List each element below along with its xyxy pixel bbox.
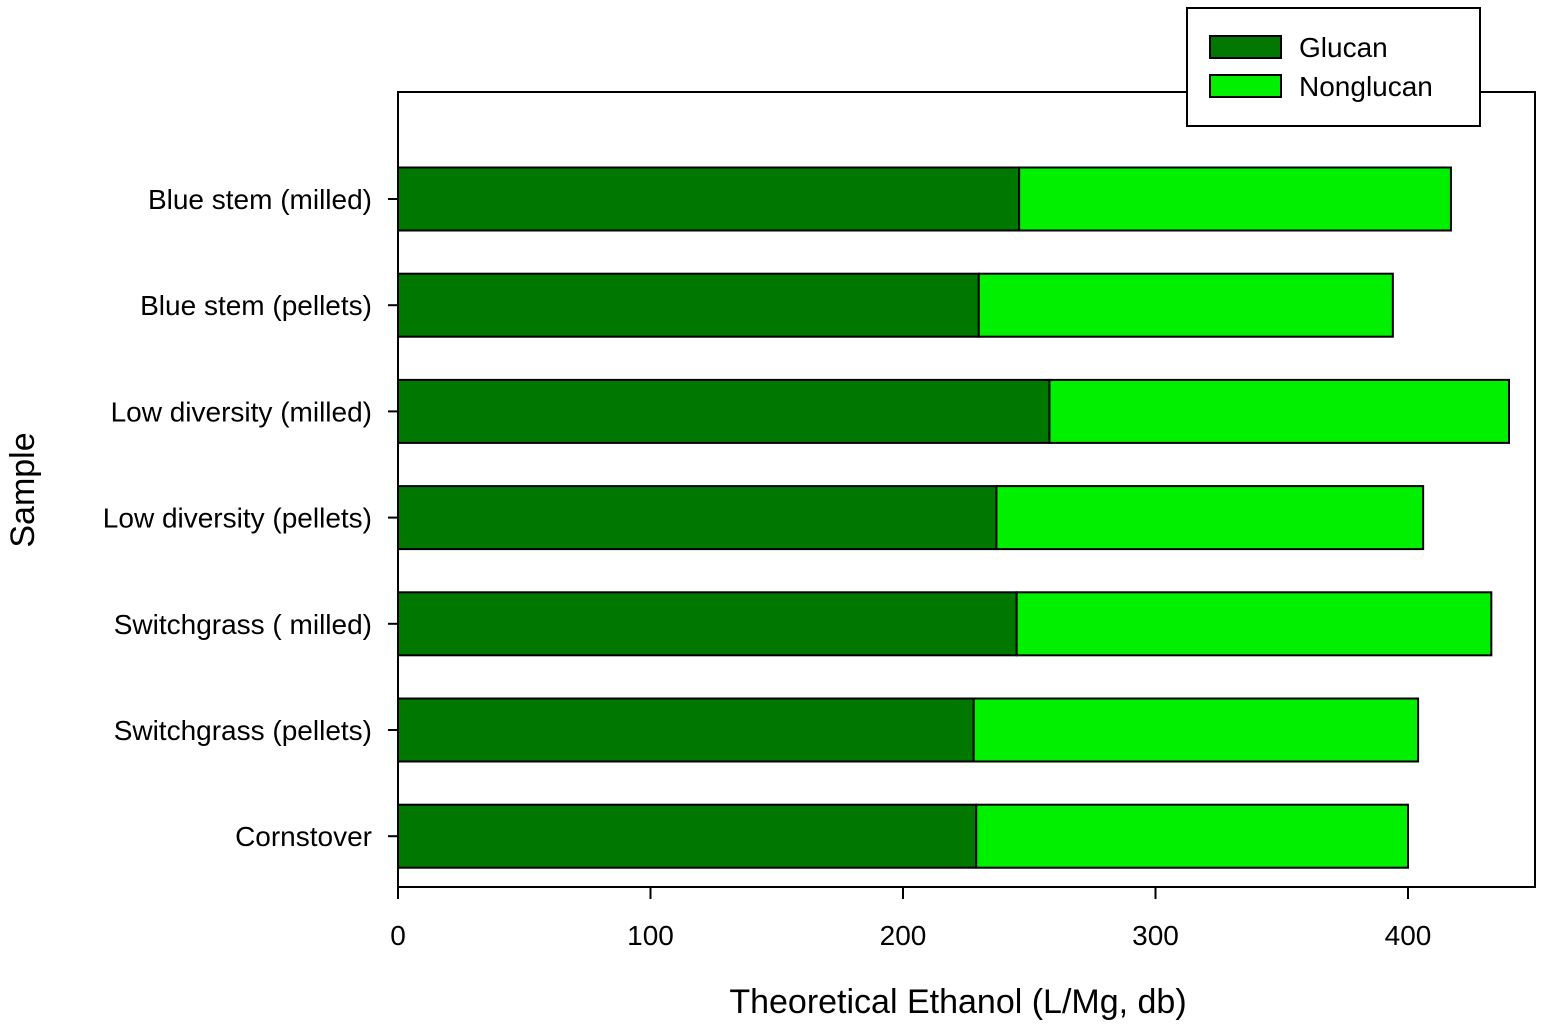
bar-glucan-7 (397, 803, 978, 869)
bar-nonglucan-6 (972, 697, 1420, 763)
bar-nonglucan-1 (1018, 166, 1452, 232)
x-axis-title: Theoretical Ethanol (L/Mg, db) (729, 983, 1186, 1021)
x-tick-label: 0 (390, 920, 406, 951)
x-tick-label: 300 (1132, 920, 1179, 951)
y-axis-title: Sample (4, 432, 42, 547)
legend-swatch-glucan (1209, 35, 1282, 59)
bar-nonglucan-7 (975, 803, 1409, 869)
bar-nonglucan-5 (1015, 591, 1493, 657)
y-tick-label: Cornstover (235, 821, 372, 852)
legend-swatch-nonglucan (1209, 74, 1282, 98)
x-tick-label: 400 (1385, 920, 1432, 951)
plot-frame (397, 91, 1536, 888)
bar-nonglucan-3 (1048, 378, 1510, 444)
y-tick-label: Blue stem (pellets) (140, 290, 372, 321)
y-tick-label: Blue stem (milled) (148, 184, 372, 215)
bar-nonglucan-4 (995, 485, 1425, 551)
bar-glucan-5 (397, 591, 1018, 657)
y-tick-label: Switchgrass ( milled) (114, 609, 372, 640)
x-tick-label: 100 (627, 920, 674, 951)
y-axis: Blue stem (milled) Blue stem (pellets) Low… (103, 184, 398, 852)
legend-box (1186, 7, 1481, 127)
bar-glucan-2 (397, 272, 980, 338)
y-tick-label: Switchgrass (pellets) (114, 715, 372, 746)
bar-glucan-1 (397, 166, 1021, 232)
legend-label-nonglucan: Nonglucan (1299, 71, 1433, 102)
y-tick-label: Low diversity (pellets) (103, 503, 372, 534)
bar-glucan-3 (397, 378, 1051, 444)
x-tick-label: 200 (880, 920, 927, 951)
legend: Glucan Nonglucan (1186, 7, 1481, 127)
y-tick-label: Low diversity (milled) (111, 396, 372, 427)
bar-nonglucan-2 (977, 272, 1394, 338)
bar-glucan-6 (397, 697, 975, 763)
bar-glucan-4 (397, 485, 998, 551)
bars-layer (397, 166, 1510, 869)
legend-label-glucan: Glucan (1299, 32, 1388, 63)
x-axis: 0 100 200 300 400 (390, 887, 1431, 951)
